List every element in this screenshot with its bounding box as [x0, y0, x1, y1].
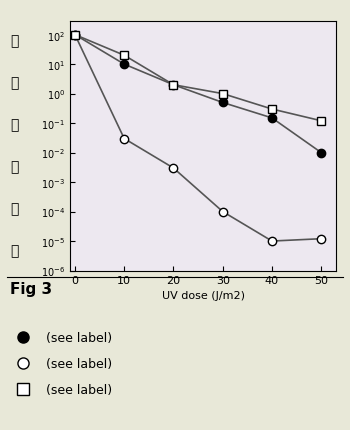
- Text: ％: ％: [10, 202, 18, 216]
- Text: （: （: [10, 160, 18, 174]
- Text: 存: 存: [10, 77, 18, 90]
- Text: 率: 率: [10, 118, 18, 132]
- Text: Fig 3: Fig 3: [10, 282, 52, 297]
- X-axis label: UV dose (J/m2): UV dose (J/m2): [161, 290, 245, 300]
- Text: 生: 生: [10, 34, 18, 49]
- Text: (see label): (see label): [46, 357, 112, 370]
- Text: ）: ）: [10, 244, 18, 258]
- Text: (see label): (see label): [46, 383, 112, 396]
- Text: (see label): (see label): [46, 331, 112, 344]
